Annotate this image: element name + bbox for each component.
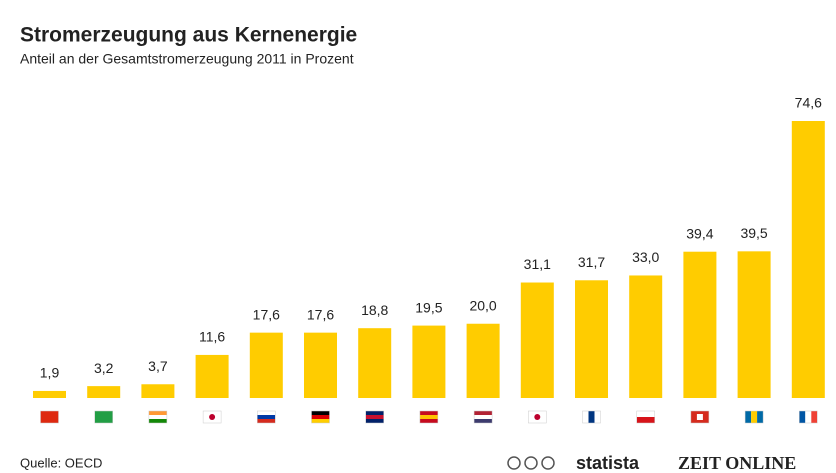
value-label: 31,1 (524, 256, 551, 272)
bar (737, 251, 771, 398)
value-label: 39,4 (686, 225, 713, 241)
flag-border (257, 410, 276, 424)
source: Quelle: OECD (20, 455, 102, 470)
flag-stripe (811, 411, 818, 423)
flag-stripe (636, 411, 655, 417)
flag-stripe (148, 411, 167, 415)
bar (575, 280, 608, 398)
value-label: 20,0 (469, 297, 496, 313)
value-label: 11,6 (199, 329, 225, 345)
flag-stripe (257, 411, 276, 415)
flag-border (148, 410, 168, 424)
flag-stripe (257, 415, 276, 419)
zeit-logo: ZEIT ONLINE (678, 453, 796, 473)
flag-stripe (594, 411, 601, 423)
bar (87, 386, 121, 398)
value-label: 1,9 (40, 365, 60, 381)
flag-border (744, 410, 764, 424)
flag-border (419, 410, 439, 424)
value-label: 33,0 (632, 249, 659, 265)
flag-border (473, 410, 493, 424)
flag-stripe (751, 411, 758, 423)
flag-border (636, 410, 655, 424)
value-label: 18,8 (361, 302, 388, 318)
flag-border (582, 410, 601, 424)
flag-stripe (588, 411, 595, 423)
flag-cross (696, 414, 703, 420)
flag-stripe (311, 415, 330, 419)
value-label: 3,7 (148, 358, 168, 374)
value-label: 19,5 (415, 299, 442, 315)
flag-stripe (257, 419, 276, 423)
flag-stripe (757, 411, 764, 423)
flag-stripe (419, 415, 438, 419)
flag-stripe (311, 411, 330, 415)
value-label: 31,7 (578, 254, 605, 270)
chart-subtitle: Anteil an der Gesamtstromerzeugung 2011 … (20, 51, 354, 67)
flag-stripe (474, 419, 493, 423)
flag-dot (209, 414, 216, 420)
bar (520, 282, 554, 398)
flag-border (202, 410, 222, 424)
flag-stripe (799, 411, 806, 423)
bar (629, 275, 663, 398)
flag-stripe (582, 411, 589, 423)
flag-border (311, 410, 330, 424)
bar (33, 390, 66, 398)
bar (304, 332, 337, 398)
flag-stripe (474, 415, 493, 419)
cc-icons (507, 456, 555, 470)
value-label: 17,6 (253, 306, 280, 322)
value-label: 39,5 (740, 225, 767, 241)
bar (791, 121, 825, 398)
flag-stripe (805, 411, 812, 423)
flag-stripe (365, 419, 384, 423)
value-label: 74,6 (795, 95, 822, 111)
flag-stripe (94, 411, 113, 423)
bar (249, 332, 283, 398)
chart-title: Stromerzeugung aus Kernenergie (20, 24, 357, 47)
flag-stripe (419, 419, 438, 423)
statista-logo: statista (576, 453, 640, 473)
bar (466, 323, 500, 398)
flag-stripe (311, 419, 330, 423)
bar (141, 384, 175, 398)
flag-border (94, 410, 113, 424)
flag-border (40, 410, 59, 424)
flag-border (690, 410, 710, 424)
value-label: 17,6 (307, 306, 334, 322)
bar (412, 325, 446, 398)
flag-dot (534, 414, 541, 420)
flag-stripe (148, 419, 167, 423)
flag-border (528, 410, 547, 424)
bar (358, 328, 392, 398)
flag-stripe (636, 417, 655, 423)
bar (195, 354, 229, 398)
flag-border (799, 410, 818, 424)
flag-stripe (419, 411, 438, 415)
flag-stripe (40, 411, 59, 423)
flag-stripe (148, 415, 167, 419)
flag-border (365, 410, 384, 424)
bar (683, 251, 717, 398)
value-label: 3,2 (94, 360, 114, 376)
flag-stripe (365, 415, 384, 419)
flag-stripe (745, 411, 752, 423)
flag-stripe (474, 411, 493, 415)
flag-stripe (365, 411, 384, 415)
